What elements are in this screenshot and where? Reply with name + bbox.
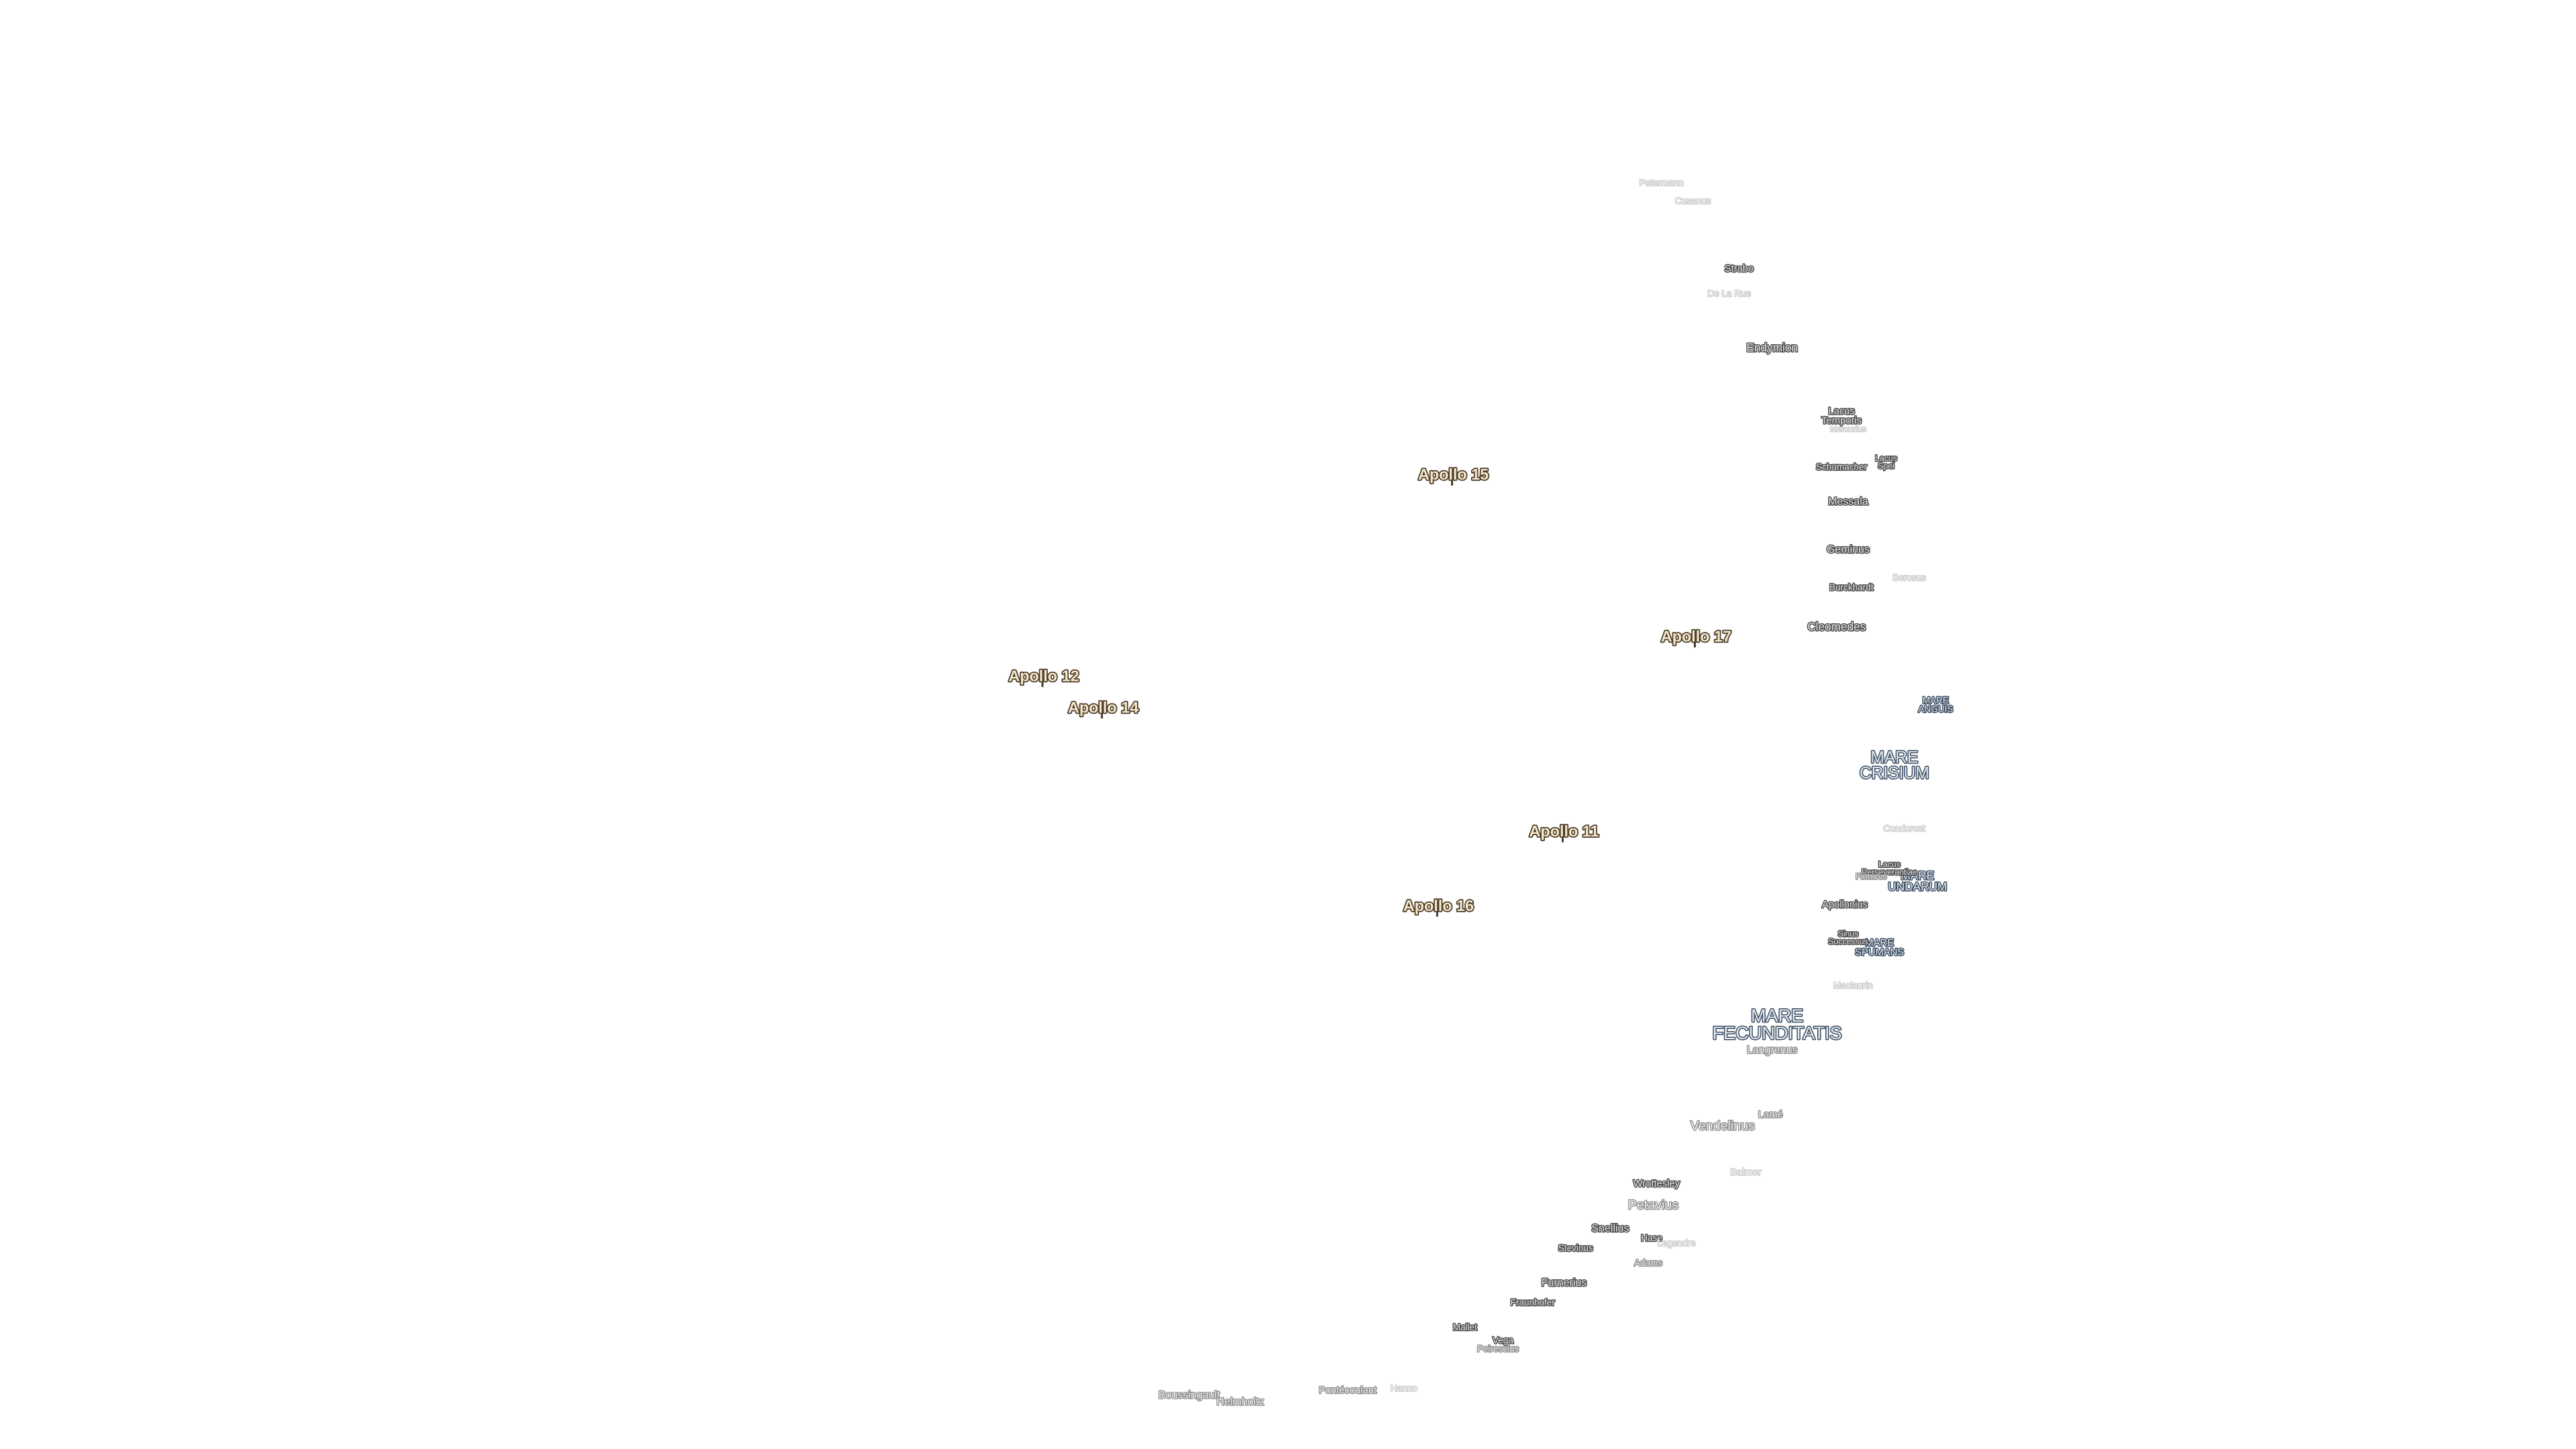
apollo-label: Apollo 17 [1661, 628, 1731, 645]
feature-label: Balmer [1730, 1167, 1762, 1178]
mare-label: UNDARUM [1888, 879, 1947, 893]
feature-label: Helmholtz [1216, 1396, 1264, 1407]
feature-label: Lamé [1758, 1110, 1783, 1120]
feature-label: Stevinus [1558, 1243, 1593, 1253]
mare-label: SPUMANS [1855, 947, 1904, 958]
feature-label: Petavius [1628, 1197, 1679, 1212]
feature-label: Hase [1641, 1233, 1662, 1243]
mare-label: CRISIUM [1860, 765, 1929, 783]
feature-label: Sinus [1838, 929, 1859, 938]
feature-label: Condorcet [1883, 824, 1925, 834]
feature-label: Spei [1878, 461, 1894, 470]
mare-label: ANGUIS [1919, 704, 1953, 714]
feature-label: Geminus [1827, 544, 1870, 555]
feature-label: De La Rue [1707, 288, 1751, 299]
apollo-label: Apollo 12 [1008, 667, 1079, 685]
feature-label: Strabo [1725, 264, 1754, 274]
apollo-label: Apollo 16 [1403, 897, 1474, 914]
feature-label: Endymion [1746, 341, 1798, 354]
feature-label: Messala [1828, 496, 1868, 508]
feature-label: Peirescius [1477, 1344, 1519, 1354]
feature-label: Burckhardt [1829, 582, 1874, 592]
feature-label: Lacus [1828, 406, 1854, 417]
feature-label: Mercurius [1830, 424, 1866, 433]
feature-label: Lacus [1878, 859, 1900, 869]
feature-label: Pontécoulant [1319, 1385, 1377, 1396]
feature-label: Hanno [1391, 1383, 1417, 1393]
feature-label: Lacus [1875, 453, 1897, 463]
feature-label: Furnerius [1542, 1277, 1587, 1289]
feature-label: Vendelinus [1690, 1118, 1755, 1133]
apollo-label: Apollo 15 [1418, 466, 1489, 483]
feature-label: Maclaurin [1833, 980, 1873, 990]
feature-label: Mallet [1453, 1322, 1477, 1332]
feature-label: Legendre [1657, 1238, 1695, 1248]
feature-label: Langrenus [1747, 1044, 1798, 1056]
feature-label: Vega [1493, 1336, 1513, 1346]
feature-label: Boussingault [1159, 1390, 1220, 1401]
feature-label: Berosus [1892, 572, 1926, 582]
apollo-label: Apollo 11 [1529, 822, 1599, 840]
feature-label: Temporis [1821, 415, 1862, 426]
feature-label: Schumacher [1816, 462, 1867, 472]
feature-label: Petermann [1640, 178, 1684, 188]
feature-label: Perseverantiae [1862, 867, 1917, 877]
mare-label: MARE [1923, 695, 1949, 705]
feature-label: Firmicus [1856, 872, 1886, 881]
mare-label: FECUNDITATIS [1713, 1022, 1842, 1043]
feature-label: Cleomedes [1807, 620, 1866, 633]
mare-label: MARE [1751, 1005, 1803, 1026]
feature-label: Successus [1828, 937, 1868, 947]
mare-label: MARE [1901, 869, 1935, 882]
feature-label: Wrottesley [1633, 1179, 1680, 1189]
mare-label: MARE [1870, 749, 1918, 767]
feature-label: Snellius [1591, 1223, 1629, 1234]
mare-label: MARE [1865, 938, 1894, 949]
feature-label: Fraunhofer [1511, 1297, 1556, 1307]
feature-label: Adams [1634, 1258, 1662, 1268]
feature-label: Apollonius [1822, 900, 1868, 910]
apollo-label: Apollo 14 [1068, 698, 1138, 716]
feature-label: Cusanus [1675, 196, 1711, 206]
